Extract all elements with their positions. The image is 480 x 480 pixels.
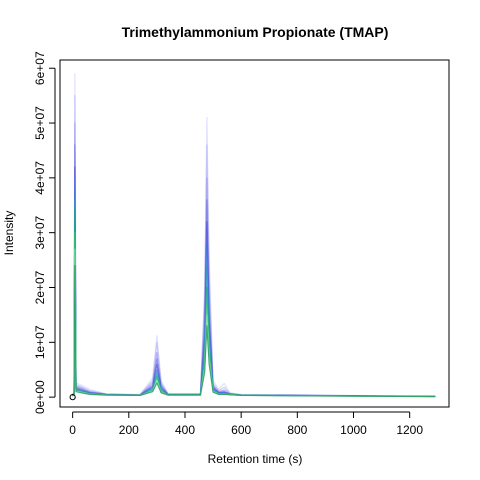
series-line-6	[72, 182, 436, 397]
x-axis-label: Retention time (s)	[208, 452, 303, 466]
y-tick-label: 0e+00	[33, 380, 47, 414]
series-line-4	[72, 144, 436, 397]
y-tick-label: 3e+07	[33, 216, 47, 250]
y-tick-label: 6e+07	[33, 51, 47, 85]
y-tick-label: 1e+07	[33, 325, 47, 359]
x-axis: 0 200 400 600 800 1000 1200	[69, 411, 423, 437]
chart-title: Trimethylammonium Propionate (TMAP)	[122, 24, 389, 40]
series-line-10	[72, 248, 436, 398]
x-tick-label: 1200	[396, 423, 423, 437]
x-tick-label: 1000	[340, 423, 367, 437]
x-tick-label: 0	[69, 423, 76, 437]
y-tick-label: 2e+07	[33, 270, 47, 304]
data-point-marker	[69, 394, 76, 401]
plot-area-frame	[59, 59, 450, 408]
y-axis-label: Intensity	[2, 211, 16, 256]
series-line-11	[72, 264, 436, 398]
series-line-9	[72, 232, 436, 398]
series-line-5	[72, 166, 436, 397]
x-tick-label: 800	[287, 423, 307, 437]
chromatogram-traces	[69, 73, 436, 401]
y-tick-label: 5e+07	[33, 106, 47, 140]
x-tick-label: 200	[119, 423, 139, 437]
x-tick-label: 400	[175, 423, 195, 437]
series-line-3	[72, 122, 436, 397]
series-line-8	[72, 210, 436, 398]
series-line-2	[72, 95, 436, 397]
series-line-7	[72, 199, 436, 398]
x-tick-label: 600	[231, 423, 251, 437]
y-tick-label: 4e+07	[33, 161, 47, 195]
series-line-1	[72, 73, 436, 397]
y-axis: 0e+00 1e+07 2e+07 3e+07 4e+07 5e+07 6e+07	[33, 51, 56, 414]
